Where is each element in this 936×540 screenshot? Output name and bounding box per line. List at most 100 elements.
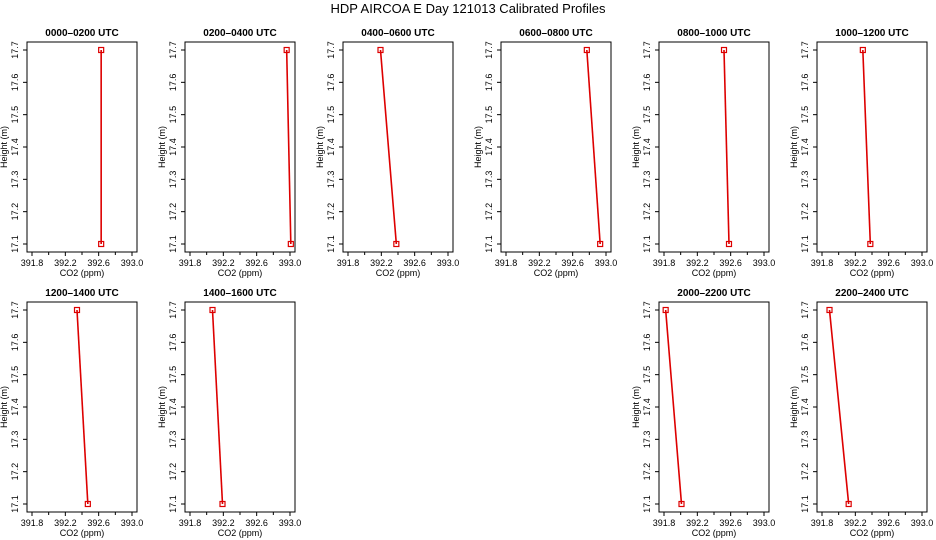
x-axis-label: CO2 (ppm) (692, 268, 737, 278)
y-tick-label: 17.6 (642, 334, 652, 352)
x-axis-label: CO2 (ppm) (376, 268, 421, 278)
x-tick-label: 392.2 (686, 518, 709, 528)
x-tick-label: 393.0 (753, 258, 776, 268)
y-tick-label: 17.2 (800, 203, 810, 221)
y-tick-label: 17.4 (642, 398, 652, 416)
y-tick-label: 17.1 (168, 235, 178, 253)
data-point (98, 46, 105, 54)
plot-frame (816, 301, 928, 513)
y-tick-label: 17.5 (326, 106, 336, 124)
data-point (678, 500, 685, 508)
y-tick-label: 17.4 (800, 398, 810, 416)
x-tick-label: 392.6 (403, 258, 426, 268)
x-tick-label: 393.0 (753, 518, 776, 528)
y-tick-label: 17.7 (168, 41, 178, 59)
x-tick-label: 391.8 (811, 518, 834, 528)
figure-title: HDP AIRCOA E Day 121013 Calibrated Profi… (330, 1, 606, 16)
y-tick-label: 17.1 (10, 235, 20, 253)
x-tick-label: 392.2 (212, 518, 235, 528)
x-axis-label: CO2 (ppm) (60, 268, 105, 278)
data-point (393, 240, 400, 248)
y-tick-label: 17.6 (168, 334, 178, 352)
x-axis-label: CO2 (ppm) (850, 528, 895, 538)
y-tick-label: 17.7 (642, 301, 652, 319)
profile-line (664, 309, 683, 505)
x-tick-label: 392.6 (245, 258, 268, 268)
y-tick-label: 17.4 (168, 138, 178, 156)
y-tick-label: 17.5 (642, 106, 652, 124)
panel-0: 0000–0200 UTC 391.8 392.2 392.6 393.0 17.1 17.… (0, 28, 143, 278)
x-tick-label: 392.2 (844, 518, 867, 528)
panel-title: 1400–1600 UTC (203, 288, 276, 299)
panel-3: 0600–0800 UTC 391.8 392.2 392.6 393.0 17.1 17.… (473, 28, 617, 278)
panel-title: 0400–0600 UTC (361, 28, 434, 39)
x-tick-label: 391.8 (811, 258, 834, 268)
plot-frame (658, 301, 770, 513)
x-tick-label: 393.0 (121, 258, 144, 268)
y-axis-label: Height (m) (631, 126, 641, 168)
data-point (209, 306, 216, 314)
x-axis-label: CO2 (ppm) (534, 268, 579, 278)
data-point (98, 240, 105, 248)
profile-line (211, 309, 224, 505)
x-axis-label: CO2 (ppm) (692, 528, 737, 538)
x-tick-label: 393.0 (121, 518, 144, 528)
y-tick-label: 17.4 (10, 138, 20, 156)
x-tick-label: 393.0 (279, 518, 302, 528)
plot-frame (26, 41, 138, 253)
y-tick-label: 17.2 (484, 203, 494, 221)
y-tick-label: 17.7 (484, 41, 494, 59)
y-tick-label: 17.5 (800, 366, 810, 384)
y-tick-label: 17.5 (10, 106, 20, 124)
plot-frame (500, 41, 612, 253)
y-tick-label: 17.7 (642, 41, 652, 59)
data-point (826, 306, 833, 314)
y-tick-label: 17.6 (168, 74, 178, 92)
x-tick-label: 392.6 (87, 518, 110, 528)
y-tick-label: 17.2 (642, 203, 652, 221)
plot-frame (816, 41, 928, 253)
x-tick-label: 393.0 (437, 258, 460, 268)
y-tick-label: 17.4 (10, 398, 20, 416)
panel-title: 0200–0400 UTC (203, 28, 276, 39)
data-point (597, 240, 604, 248)
y-tick-label: 17.7 (10, 41, 20, 59)
panel-7: 1400–1600 UTC 391.8 392.2 392.6 393.0 17.1 17.… (157, 288, 301, 538)
x-tick-label: 392.2 (686, 258, 709, 268)
x-tick-label: 391.8 (653, 518, 676, 528)
profile-line (723, 49, 730, 245)
panel-4: 0800–1000 UTC 391.8 392.2 392.6 393.0 17.1 17.… (631, 28, 775, 278)
data-point (287, 240, 294, 248)
y-tick-label: 17.2 (10, 463, 20, 481)
y-tick-label: 17.6 (800, 334, 810, 352)
profile-line (828, 309, 850, 505)
y-tick-label: 17.1 (10, 495, 20, 513)
y-tick-label: 17.6 (642, 74, 652, 92)
y-tick-label: 17.1 (642, 235, 652, 253)
y-axis-label: Height (m) (789, 126, 799, 168)
profile-line (862, 49, 872, 245)
x-tick-label: 392.2 (370, 258, 393, 268)
data-point (377, 46, 384, 54)
x-tick-label: 392.6 (877, 518, 900, 528)
y-tick-label: 17.4 (642, 138, 652, 156)
y-tick-label: 17.3 (800, 171, 810, 189)
y-axis-label: Height (m) (0, 386, 9, 428)
y-tick-label: 17.3 (484, 171, 494, 189)
y-tick-label: 17.1 (326, 235, 336, 253)
data-point (73, 306, 81, 314)
y-tick-label: 17.2 (326, 203, 336, 221)
x-tick-label: 391.8 (21, 518, 44, 528)
panel-5: 1000–1200 UTC 391.8 392.2 392.6 393.0 17.1 17.… (789, 28, 933, 278)
data-point (662, 306, 669, 314)
x-axis-label: CO2 (ppm) (218, 528, 263, 538)
data-point (283, 46, 290, 54)
data-point (725, 240, 733, 248)
profile-line (586, 49, 601, 245)
panel-title: 1200–1400 UTC (45, 288, 118, 299)
x-tick-label: 392.2 (54, 258, 77, 268)
y-tick-label: 17.3 (642, 431, 652, 449)
y-tick-label: 17.4 (168, 398, 178, 416)
y-tick-label: 17.5 (800, 106, 810, 124)
y-tick-label: 17.6 (10, 334, 20, 352)
